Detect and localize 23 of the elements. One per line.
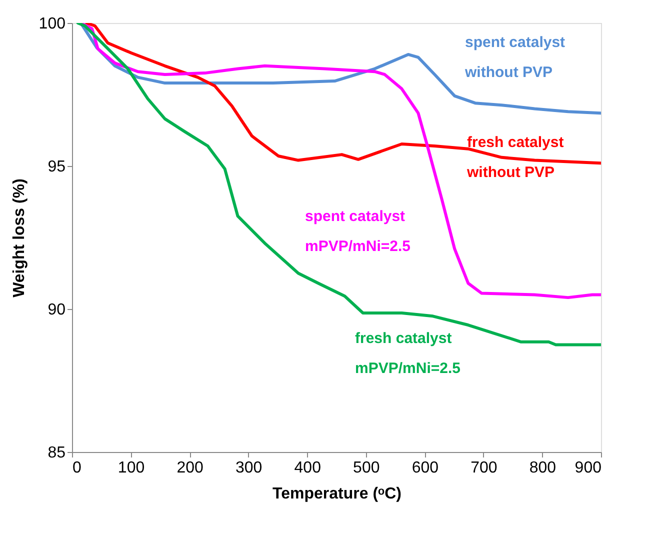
y-tick-label: 90 <box>48 302 66 318</box>
y-tick-label: 100 <box>38 16 66 32</box>
x-tick-label: 100 <box>118 460 145 476</box>
x-tick-label: 300 <box>235 460 262 476</box>
series-label: fresh catalyst without PVP <box>466 134 564 181</box>
x-tick-label: 0 <box>72 460 82 476</box>
text: spent catalyst mPVP/mNi=2.5 <box>305 208 410 255</box>
line-series <box>76 23 601 346</box>
line-series <box>79 23 601 115</box>
x-axis-title: Temperature (ᵒC) <box>272 486 402 502</box>
y-tick-label: 95 <box>48 158 66 176</box>
x-tick-label: 700 <box>470 460 498 476</box>
x-tick-label: 500 <box>353 460 380 476</box>
y-axis-title: Weight loss (%) <box>10 178 28 298</box>
x-tick-label: 400 <box>294 460 322 476</box>
line-series <box>85 23 601 165</box>
x-tick-label: 200 <box>176 460 204 476</box>
x-tick-label: 900 <box>574 460 602 476</box>
y-tick-label: 85 <box>48 444 66 462</box>
x-tick-label: 800 <box>529 460 556 476</box>
x-tick-label: 600 <box>412 460 439 476</box>
series-label: fresh catalyst mPVP/mNi=2.5 <box>355 330 460 377</box>
series-label: spent catalyst without PVP <box>464 34 566 81</box>
